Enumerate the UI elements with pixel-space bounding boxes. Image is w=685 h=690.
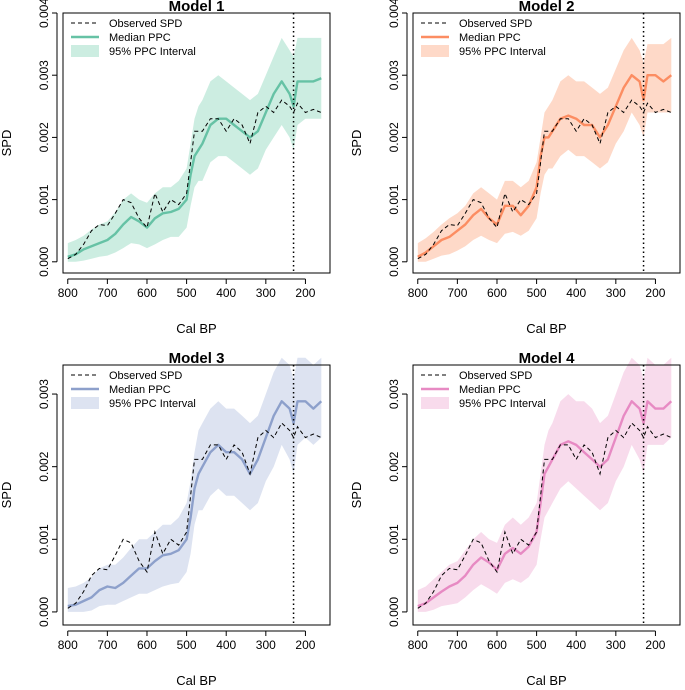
x-tick-label: 500: [177, 286, 197, 300]
y-tick-label: 0.000: [387, 597, 401, 627]
y-axis-label: SPD: [0, 130, 14, 157]
legend-observed-label: Observed SPD: [459, 18, 532, 30]
plot-frame: [412, 364, 681, 626]
y-tick-label: 0.002: [387, 122, 401, 152]
x-tick-label: 700: [97, 286, 117, 300]
x-tick-label: 500: [527, 638, 547, 652]
ppc-interval-band: [67, 37, 322, 262]
observed-spd-line: [67, 99, 322, 260]
x-axis-label: Cal BP: [526, 673, 566, 688]
y-tick-label: 0.003: [37, 379, 51, 409]
legend-median-label: Median PPC: [109, 384, 171, 396]
chart-title: Model 2: [519, 0, 575, 15]
x-tick-label: 500: [527, 286, 547, 300]
legend-interval-label: 95% PPC Interval: [459, 46, 546, 58]
y-tick-label: 0.001: [387, 184, 401, 214]
y-tick-label: 0.001: [37, 524, 51, 554]
x-tick-label: 800: [58, 638, 78, 652]
y-tick-label: 0.000: [387, 246, 401, 276]
y-axis-label: SPD: [349, 482, 364, 509]
x-tick-label: 600: [137, 286, 157, 300]
y-tick-label: 0.001: [37, 184, 51, 214]
x-tick-label: 300: [606, 286, 626, 300]
x-tick-label: 800: [58, 286, 78, 300]
ppc-interval-band: [417, 357, 672, 612]
legend-interval-label: 95% PPC Interval: [109, 398, 196, 410]
y-tick-label: 0.002: [387, 451, 401, 481]
legend-interval-label: 95% PPC Interval: [459, 398, 546, 410]
x-axis-label: Cal BP: [526, 321, 566, 336]
median-ppc-line: [417, 400, 673, 608]
y-tick-label: 0.003: [387, 379, 401, 409]
y-tick-label: 0.004: [387, 0, 401, 28]
legend-interval-swatch: [71, 45, 99, 57]
y-tick-label: 0.001: [387, 524, 401, 554]
x-tick-label: 300: [256, 638, 276, 652]
legend-median-label: Median PPC: [459, 32, 521, 44]
x-tick-label: 200: [645, 638, 665, 652]
observed-spd-line: [67, 422, 322, 609]
chart-title: Model 3: [169, 350, 225, 367]
x-tick-label: 200: [295, 638, 315, 652]
x-tick-label: 700: [447, 638, 467, 652]
observed-spd-line: [417, 99, 672, 260]
x-tick-label: 600: [487, 286, 507, 300]
x-tick-label: 700: [447, 286, 467, 300]
chart-title: Model 4: [519, 350, 575, 367]
plot-frame: [412, 12, 681, 274]
x-tick-label: 300: [606, 638, 626, 652]
x-tick-label: 600: [487, 638, 507, 652]
panel-model-1: Model 1 800 700 600 500 400 300 200 0.000 0.001 0.…: [0, 0, 331, 336]
legend-interval-swatch: [71, 397, 99, 409]
y-tick-label: 0.003: [387, 60, 401, 90]
x-tick-label: 600: [137, 638, 157, 652]
legend-median-label: Median PPC: [109, 32, 171, 44]
y-tick-label: 0.003: [37, 60, 51, 90]
y-tick-label: 0.004: [37, 0, 51, 28]
y-tick-label: 0.002: [37, 451, 51, 481]
observed-spd-line: [417, 422, 672, 609]
x-tick-label: 200: [645, 286, 665, 300]
plot-frame: [62, 12, 331, 274]
x-tick-label: 300: [256, 286, 276, 300]
ppc-interval-band: [417, 37, 672, 262]
legend-interval-swatch: [421, 45, 449, 57]
legend-observed-label: Observed SPD: [109, 18, 182, 30]
x-tick-label: 200: [295, 286, 315, 300]
x-tick-label: 800: [408, 638, 428, 652]
legend-observed-label: Observed SPD: [109, 370, 182, 382]
y-axis-label: SPD: [0, 482, 14, 509]
panel-model-3: Model 3 800 700 600 500 400 300 200 0.000 0.001 0.…: [0, 350, 331, 688]
median-ppc-line: [417, 73, 673, 258]
x-axis-label: Cal BP: [176, 673, 216, 688]
y-tick-label: 0.002: [37, 122, 51, 152]
legend-observed-label: Observed SPD: [459, 370, 532, 382]
median-ppc-line: [67, 77, 322, 258]
x-tick-label: 400: [566, 286, 586, 300]
panel-model-2: Model 2 800 700 600 500 400 300 200 0.000 0.001 0.…: [349, 0, 681, 336]
x-tick-label: 400: [216, 286, 236, 300]
legend-median-label: Median PPC: [459, 384, 521, 396]
y-tick-label: 0.000: [37, 597, 51, 627]
x-axis-label: Cal BP: [176, 321, 216, 336]
x-tick-label: 800: [408, 286, 428, 300]
chart-title: Model 1: [169, 0, 225, 15]
median-ppc-line: [67, 400, 323, 608]
x-tick-label: 400: [216, 638, 236, 652]
y-tick-label: 0.000: [37, 246, 51, 276]
panel-model-4: Model 4 800 700 600 500 400 300 200 0.000 0.001 0.…: [349, 350, 681, 688]
y-axis-label: SPD: [349, 130, 364, 157]
legend-interval-label: 95% PPC Interval: [109, 46, 196, 58]
x-tick-label: 400: [566, 638, 586, 652]
x-tick-label: 700: [97, 638, 117, 652]
x-tick-label: 500: [177, 638, 197, 652]
plot-frame: [62, 364, 331, 626]
legend-interval-swatch: [421, 397, 449, 409]
